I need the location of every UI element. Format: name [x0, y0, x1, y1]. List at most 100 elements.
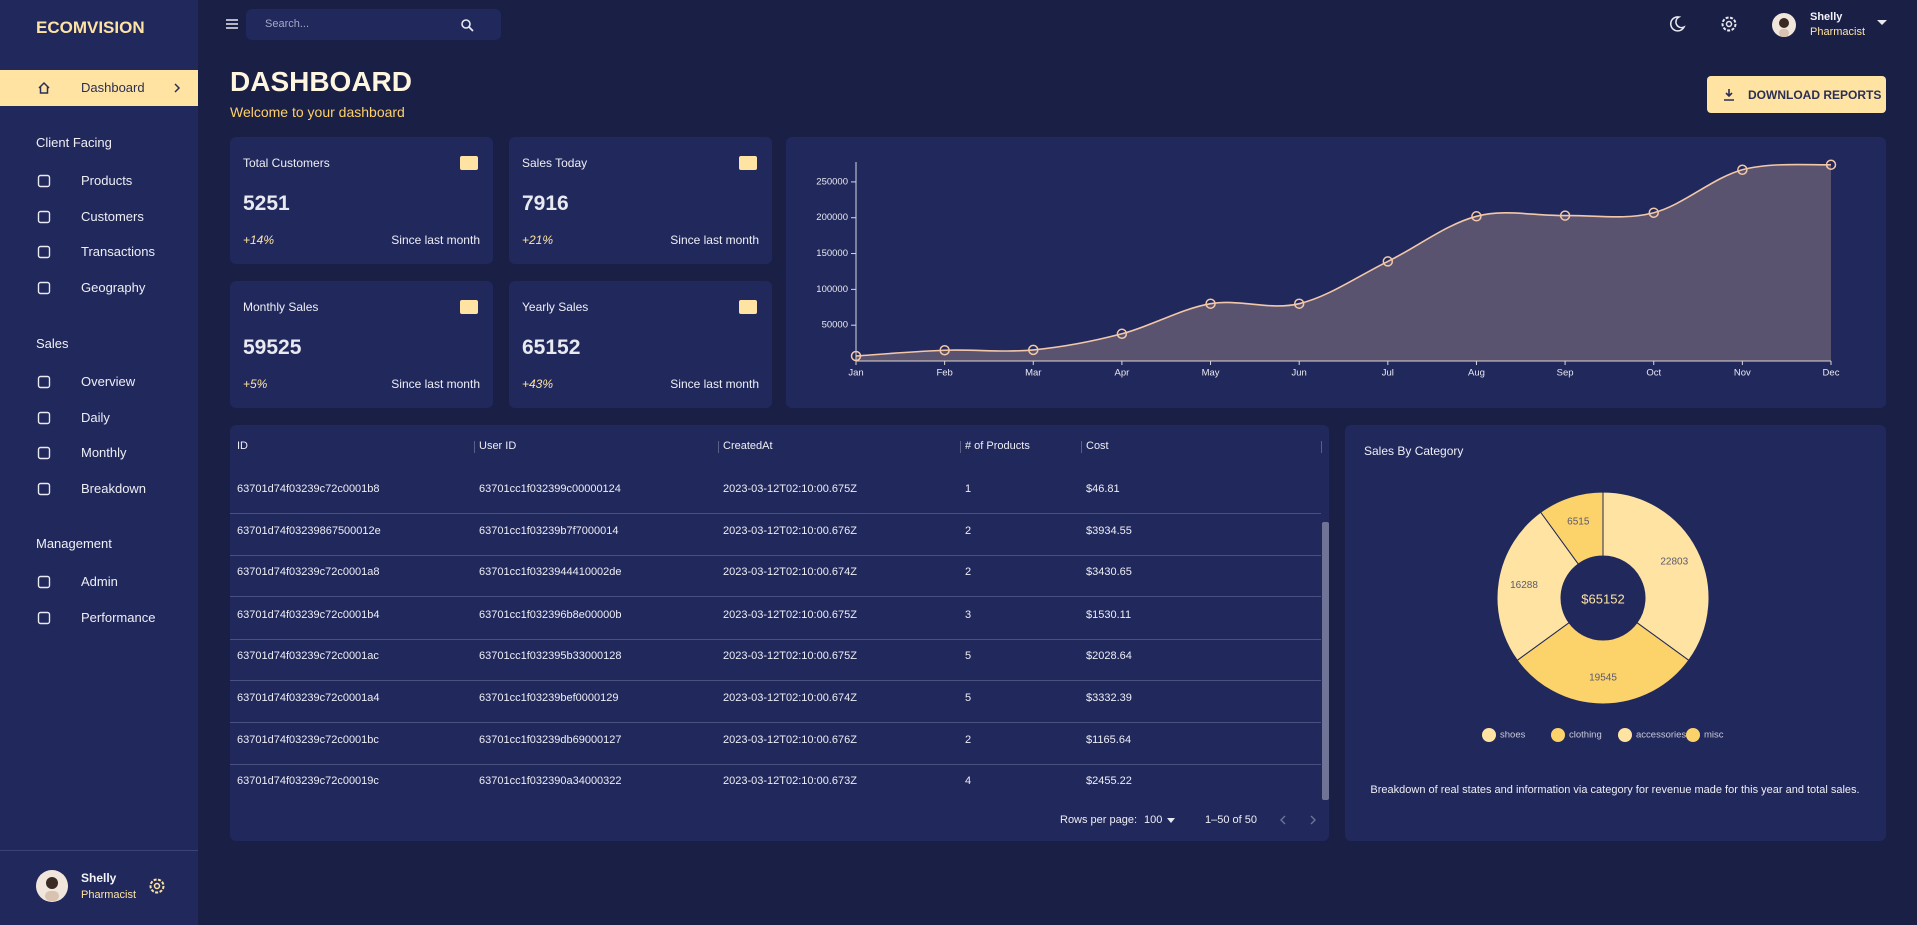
pie-chart-card: Sales By Category 22803 19545 16288 6515 $651… — [1345, 425, 1886, 841]
stat-title: Total Customers — [243, 156, 330, 170]
icon-shape — [460, 300, 478, 314]
nav-icon — [37, 375, 51, 389]
slice-label: 22803 — [1660, 556, 1688, 567]
column-header[interactable]: CreatedAt — [723, 440, 773, 452]
settings-icon[interactable] — [1720, 15, 1738, 33]
table-cell: 2023-03-12T02:10:00.675Z — [723, 483, 857, 495]
table-cell: 2023-03-12T02:10:00.676Z — [723, 525, 857, 537]
table-cell: 63701d74f03239c72c00019c — [237, 775, 379, 787]
stat-change: +5% — [243, 377, 268, 391]
download-button[interactable]: DOWNLOAD REPORTS — [1707, 76, 1886, 113]
stat-value: 7916 — [522, 192, 569, 215]
settings-icon[interactable] — [148, 877, 166, 895]
dark-mode-icon[interactable] — [1668, 15, 1686, 33]
nav-item[interactable]: Admin — [0, 565, 198, 599]
scrollbar[interactable] — [1322, 522, 1329, 800]
nav-item[interactable]: Breakdown — [0, 472, 198, 506]
table-cell: $2455.22 — [1086, 775, 1132, 787]
avatar — [36, 870, 68, 902]
icon-shape — [37, 375, 51, 389]
line-point — [1205, 298, 1216, 309]
nav-item[interactable]: Overview — [0, 365, 198, 399]
line-point — [1028, 344, 1039, 356]
caret-icon[interactable] — [1167, 818, 1175, 824]
icon-shape — [37, 447, 51, 460]
column-header[interactable]: User ID — [479, 440, 517, 452]
nav-item[interactable]: Customers — [0, 200, 198, 234]
table-cell: 63701cc1f03239bef0000129 — [479, 692, 619, 704]
line-point — [850, 350, 862, 362]
row-divider — [230, 513, 1321, 514]
next-page[interactable] — [1308, 814, 1318, 826]
table-cell: 63701d74f03239c72c0001b4 — [237, 609, 380, 621]
table-cell: $3934.55 — [1086, 525, 1132, 537]
divider — [0, 850, 198, 851]
user-role: Pharmacist — [81, 889, 137, 901]
table-cell: 2023-03-12T02:10:00.674Z — [723, 566, 857, 578]
x-tick-label: Apr — [1115, 368, 1130, 379]
line-point — [1648, 207, 1659, 218]
icon-shape — [739, 300, 757, 314]
table-cell: 4 — [965, 775, 972, 787]
table-cell: 63701cc1f03239db69000127 — [479, 734, 622, 746]
nav-item[interactable]: Transactions — [0, 235, 198, 269]
rows-per-page-select[interactable]: 100 — [1144, 814, 1163, 826]
stat-icon — [739, 300, 757, 314]
search-icon[interactable] — [460, 18, 474, 32]
pie-slice — [1516, 621, 1690, 705]
table-cell: 2023-03-12T02:10:00.675Z — [723, 650, 857, 662]
table-cell: 2023-03-12T02:10:00.675Z — [723, 609, 857, 621]
stat-note: Since last month — [391, 233, 480, 247]
line-point — [1825, 159, 1837, 170]
stat-icon — [460, 156, 478, 170]
table-cell: $1530.11 — [1086, 609, 1132, 621]
nav-item[interactable]: Products — [0, 164, 198, 198]
page-title: DASHBOARD — [230, 66, 412, 97]
column-separator — [1321, 441, 1322, 453]
nav-item[interactable]: Performance — [0, 601, 198, 635]
table-cell: 63701d74f03239c72c0001bc — [237, 734, 379, 746]
stat-note: Since last month — [670, 233, 759, 247]
row-divider — [230, 639, 1321, 640]
nav-item[interactable]: Geography — [0, 271, 198, 305]
slice-label: 19545 — [1589, 673, 1617, 684]
caret-icon[interactable] — [1876, 19, 1888, 27]
line-chart: 50000 100000 150000 200000 250000 Jan Feb Mar Ap… — [816, 159, 1840, 379]
nav-item[interactable]: Monthly — [0, 436, 198, 470]
row-divider — [230, 764, 1321, 765]
legend-label: clothing — [1569, 730, 1602, 741]
pie-slice — [1602, 491, 1710, 662]
column-separator — [1081, 441, 1082, 453]
prev-page[interactable] — [1278, 814, 1288, 826]
nav-item-active[interactable]: Dashboard — [0, 70, 198, 106]
description: Breakdown of real states and information… — [1370, 784, 1859, 796]
menu-icon[interactable] — [225, 17, 239, 31]
nav-section-title: Management — [36, 536, 112, 551]
sidebar: ECOMVISION Dashboard Shelly Pharmacist C… — [0, 0, 198, 925]
avatar[interactable] — [1771, 12, 1797, 38]
table-cell: 5 — [965, 692, 972, 704]
y-tick-label: 250000 — [816, 176, 848, 187]
stat-card: Monthly Sales 59525 +5% Since last month — [230, 281, 493, 408]
column-header[interactable]: # of Products — [965, 440, 1030, 452]
pie-slice — [1539, 491, 1604, 565]
nav-section-title: Sales — [36, 336, 69, 351]
legend-label: misc — [1704, 730, 1724, 741]
column-header[interactable]: Cost — [1086, 440, 1109, 452]
stat-change: +14% — [243, 233, 275, 247]
search-box[interactable]: Search... — [246, 9, 501, 40]
x-tick-label: Nov — [1734, 368, 1751, 379]
stat-title: Monthly Sales — [243, 300, 319, 314]
nav-item[interactable]: Daily — [0, 401, 198, 435]
table-cell: $3430.65 — [1086, 566, 1132, 578]
column-header[interactable]: ID — [237, 440, 248, 452]
x-tick-label: Oct — [1646, 368, 1661, 379]
nav-label: Performance — [81, 609, 156, 625]
nav-icon — [37, 482, 51, 496]
x-tick-label: Dec — [1823, 368, 1840, 379]
transactions-table: Rows per page: 100 1–50 of 50 ID User ID C… — [230, 425, 1329, 841]
y-tick-label: 100000 — [816, 284, 848, 295]
icon-shape — [37, 281, 51, 295]
user-role: Pharmacist — [1810, 26, 1866, 38]
